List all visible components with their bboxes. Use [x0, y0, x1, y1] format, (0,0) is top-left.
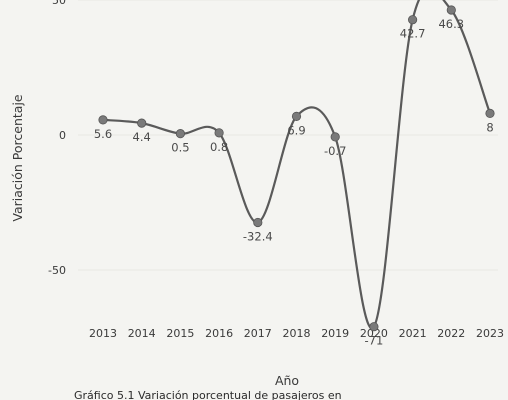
x-tick-label: 2018 [283, 327, 311, 340]
data-point [446, 5, 456, 15]
data-point [485, 108, 495, 119]
data-label: 6.9 [287, 123, 305, 137]
x-tick-label: 2019 [321, 327, 349, 340]
data-label: 42.7 [400, 27, 426, 41]
data-point [175, 129, 185, 139]
x-tick-label: 2016 [205, 327, 233, 340]
x-tick-label: 2015 [166, 327, 194, 340]
x-tick-labels: 2013 2014 2015 2016 2017 2018 2019 2020 2021 2022… [89, 327, 504, 340]
data-point [98, 115, 108, 125]
x-tick-label: 2014 [128, 327, 156, 340]
data-label: 46.3 [438, 17, 464, 31]
x-tick-label: 2013 [89, 327, 117, 340]
data-label: 0.8 [210, 140, 228, 154]
y-axis-title: Variación Porcentaje [10, 94, 25, 222]
y-tick-label: -50 [48, 264, 66, 277]
x-tick-label: 2022 [437, 327, 465, 340]
data-point [407, 15, 418, 25]
x-tick-label: 2017 [244, 327, 272, 340]
data-labels: 5.6 4.4 0.5 0.8 -32.4 6.9 -0.7 -71 42.7 46.3 8 [94, 17, 494, 348]
data-label: 0.5 [171, 141, 189, 155]
data-point [214, 128, 224, 138]
x-tick-label: 2023 [476, 327, 504, 340]
data-point [330, 132, 340, 142]
data-label: -0.7 [324, 144, 346, 158]
data-label: 8 [486, 120, 493, 134]
data-point [369, 322, 379, 332]
x-tick-label: 2021 [399, 327, 427, 340]
data-point [291, 111, 302, 121]
y-tick-label: 0 [59, 129, 66, 142]
data-markers [98, 5, 495, 332]
y-tick-label: 50 [52, 0, 66, 7]
data-label: -71 [365, 334, 384, 348]
data-label: 4.4 [133, 130, 151, 144]
series-line [102, 0, 492, 330]
x-axis-title: Año [275, 373, 299, 388]
x-tick-label: 2020 [360, 327, 388, 340]
y-tick-labels: 50 0 -50 [48, 0, 66, 277]
data-point [137, 118, 147, 128]
data-label: -32.4 [243, 229, 273, 243]
data-point [253, 217, 263, 228]
figure-caption: Gráfico 5.1 Variación porcentual de pasa… [74, 389, 342, 400]
data-label: 5.6 [94, 127, 112, 141]
